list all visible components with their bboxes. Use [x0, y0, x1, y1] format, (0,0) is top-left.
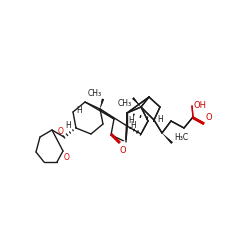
- Text: CH₃: CH₃: [118, 99, 132, 108]
- Polygon shape: [162, 133, 173, 144]
- Polygon shape: [132, 97, 141, 107]
- Text: CH₃: CH₃: [88, 89, 102, 98]
- Polygon shape: [100, 99, 104, 109]
- Text: O: O: [205, 113, 212, 122]
- Text: OH: OH: [194, 102, 207, 110]
- Text: O: O: [57, 127, 63, 136]
- Text: H: H: [157, 114, 163, 124]
- Polygon shape: [162, 133, 173, 144]
- Text: O: O: [64, 153, 70, 162]
- Text: H: H: [128, 116, 134, 125]
- Text: O: O: [120, 146, 127, 155]
- Text: H₃C: H₃C: [174, 133, 188, 142]
- Text: H: H: [130, 120, 136, 130]
- Text: H: H: [76, 106, 82, 115]
- Text: H: H: [65, 120, 71, 130]
- Polygon shape: [100, 99, 104, 109]
- Polygon shape: [132, 97, 141, 107]
